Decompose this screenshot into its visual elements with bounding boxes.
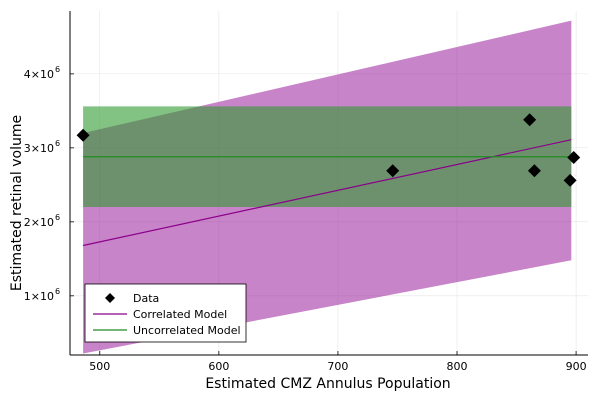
- x-tick-label: 900: [566, 360, 587, 373]
- x-tick-label: 700: [327, 360, 348, 373]
- data-point: [563, 173, 577, 187]
- y-tick-exponent: 6: [55, 65, 60, 74]
- y-tick-label: 4×10: [24, 68, 54, 81]
- legend: Data Correlated Model Uncorrelated Model: [84, 283, 247, 343]
- y-tick-label: 2×10: [24, 216, 54, 229]
- x-tick-label: 600: [208, 360, 229, 373]
- legend-box: [84, 283, 247, 343]
- x-axis-label: Estimated CMZ Annulus Population: [205, 376, 450, 392]
- x-tick-label: 500: [89, 360, 110, 373]
- data-point: [76, 128, 90, 142]
- data-points: [76, 113, 581, 187]
- y-tick-label: 1×10: [24, 290, 54, 303]
- legend-label: Data: [133, 292, 159, 305]
- y-tick-exponent: 6: [55, 213, 60, 222]
- legend-marker-data: [105, 293, 115, 303]
- legend-label: Uncorrelated Model: [133, 324, 241, 337]
- y-tick-exponent: 6: [55, 139, 60, 148]
- x-tick-label: 800: [447, 360, 468, 373]
- legend-label: Correlated Model: [133, 308, 227, 321]
- data-point: [386, 164, 400, 178]
- data-point: [523, 113, 537, 127]
- axes: [69, 11, 588, 356]
- data-point: [527, 164, 541, 178]
- y-tick-label: 3×10: [24, 142, 54, 155]
- y-axis-label: Estimated retinal volume: [9, 115, 25, 291]
- y-tick-exponent: 6: [55, 287, 60, 296]
- model-lines: [82, 139, 572, 247]
- correlated-model-line: [82, 139, 572, 247]
- data-point: [567, 150, 581, 164]
